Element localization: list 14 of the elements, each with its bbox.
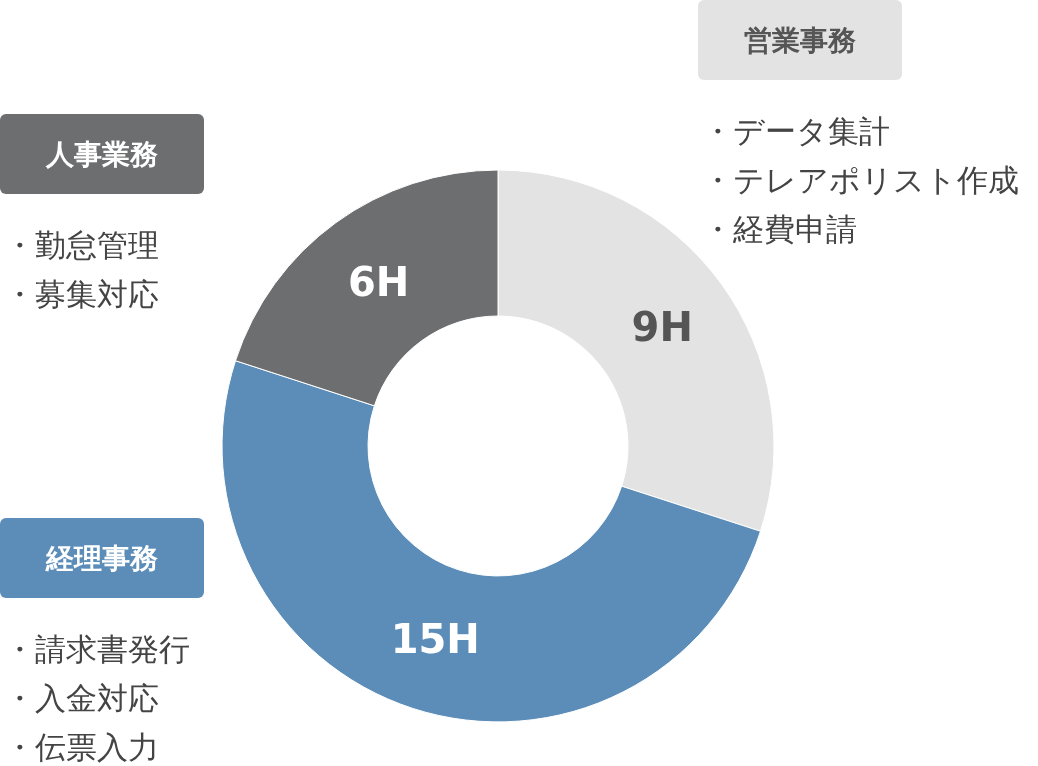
data-label: 9H <box>631 303 693 350</box>
text: ・データ集計 <box>702 113 890 149</box>
text: ・伝票入力 <box>4 729 159 765</box>
data-label: 6H <box>348 258 410 305</box>
text: ・経費申請 <box>702 211 857 247</box>
text: ・勤怠管理 <box>4 227 159 263</box>
slice-label: 人事業務 <box>45 138 158 171</box>
text: ・テレアポリスト作成 <box>702 162 1019 198</box>
data-label: 15H <box>390 616 480 663</box>
text: ・募集対応 <box>4 276 159 312</box>
text: ・請求書発行 <box>4 631 190 667</box>
text: ・入金対応 <box>4 680 159 716</box>
slice-label: 経理事務 <box>45 542 158 575</box>
slice-label: 営業事務 <box>744 24 856 57</box>
